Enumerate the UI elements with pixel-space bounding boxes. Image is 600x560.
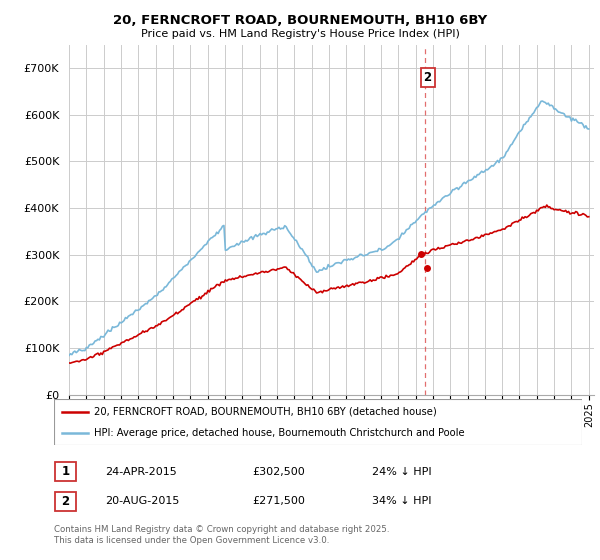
Text: 2: 2 bbox=[61, 494, 70, 508]
Text: £302,500: £302,500 bbox=[252, 466, 305, 477]
Text: 2: 2 bbox=[424, 71, 432, 84]
Text: HPI: Average price, detached house, Bournemouth Christchurch and Poole: HPI: Average price, detached house, Bour… bbox=[94, 428, 464, 438]
Text: £271,500: £271,500 bbox=[252, 496, 305, 506]
Text: 24% ↓ HPI: 24% ↓ HPI bbox=[372, 466, 431, 477]
Text: 24-APR-2015: 24-APR-2015 bbox=[105, 466, 177, 477]
Text: 34% ↓ HPI: 34% ↓ HPI bbox=[372, 496, 431, 506]
Text: Contains HM Land Registry data © Crown copyright and database right 2025.
This d: Contains HM Land Registry data © Crown c… bbox=[54, 525, 389, 545]
Text: 1: 1 bbox=[61, 465, 70, 478]
Text: 20-AUG-2015: 20-AUG-2015 bbox=[105, 496, 179, 506]
Text: Price paid vs. HM Land Registry's House Price Index (HPI): Price paid vs. HM Land Registry's House … bbox=[140, 29, 460, 39]
Text: 20, FERNCROFT ROAD, BOURNEMOUTH, BH10 6BY (detached house): 20, FERNCROFT ROAD, BOURNEMOUTH, BH10 6B… bbox=[94, 407, 436, 417]
Text: 20, FERNCROFT ROAD, BOURNEMOUTH, BH10 6BY: 20, FERNCROFT ROAD, BOURNEMOUTH, BH10 6B… bbox=[113, 14, 487, 27]
